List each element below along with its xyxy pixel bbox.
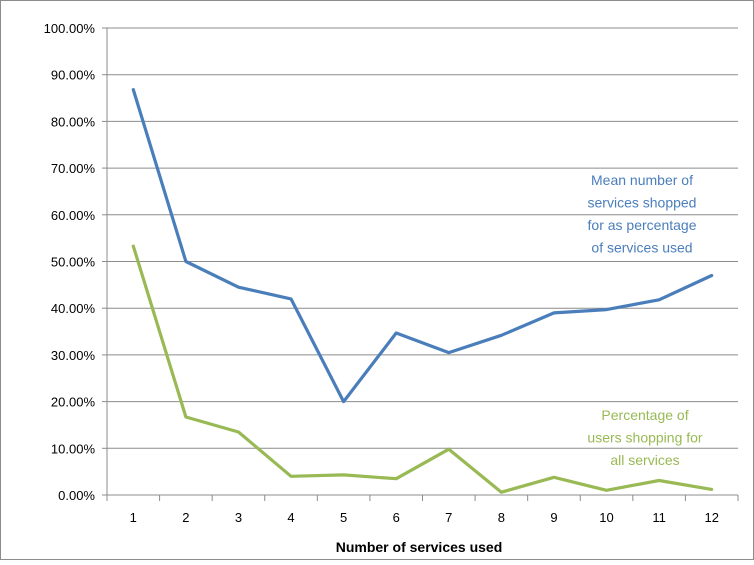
series-line-all-services [131,244,714,494]
y-tick-label: 70.00% [51,161,96,176]
y-tick-label: 0.00% [58,488,95,503]
x-tick-labels: 1 2 3 4 5 6 7 8 9 10 11 12 [130,510,719,525]
annotation-all-services: Percentage of users shopping for all servi… [587,407,703,468]
x-axis-label: Number of services used [336,539,503,555]
x-tick-label: 12 [704,510,718,525]
x-tick-label: 8 [498,510,505,525]
x-tick-label: 3 [235,510,242,525]
y-tick-label: 50.00% [51,255,96,270]
y-tick-label: 60.00% [51,208,96,223]
y-tick-label: 80.00% [51,114,96,129]
y-tick-label: 20.00% [51,395,96,410]
y-tick-label: 40.00% [51,301,96,316]
annotation-mean-services: Mean number of services shopped for as per… [588,172,697,256]
x-tick-label: 1 [130,510,137,525]
series-annotations: Mean number of services shopped for as per… [587,172,703,468]
x-tick-label: 2 [182,510,189,525]
x-tick-label: 9 [550,510,557,525]
y-tick-label: 100.00% [44,21,96,36]
x-tick-label: 6 [393,510,400,525]
x-tick-label: 10 [599,510,613,525]
series-lines [131,87,714,494]
series-line-mean-services [131,87,714,404]
x-tick-label: 4 [287,510,294,525]
y-tick-label: 30.00% [51,348,96,363]
x-tick-label: 11 [652,510,666,525]
gridlines [107,27,738,449]
x-tick-label: 5 [340,510,347,525]
y-tick-label: 10.00% [51,441,96,456]
x-tick-label: 7 [445,510,452,525]
y-tick-labels: 0.00% 10.00% 20.00% 30.00% 40.00% 50.00% 60.00… [44,21,96,503]
y-tick-label: 90.00% [51,68,96,83]
axes [102,27,739,501]
